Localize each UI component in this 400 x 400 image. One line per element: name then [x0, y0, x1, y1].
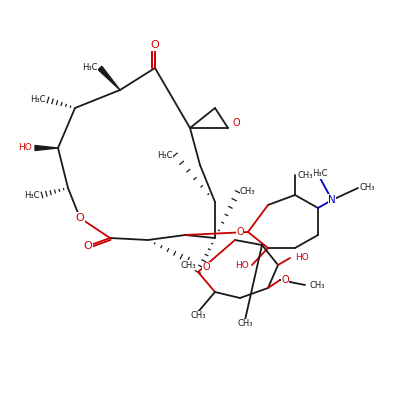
- Text: H₃C: H₃C: [30, 96, 46, 104]
- Text: H₃C: H₃C: [158, 150, 173, 160]
- Text: O: O: [84, 241, 92, 251]
- Text: O: O: [281, 275, 289, 285]
- Text: O: O: [76, 213, 84, 223]
- Text: CH₃: CH₃: [298, 170, 314, 180]
- Text: H₃C: H₃C: [312, 170, 328, 178]
- Text: HO: HO: [18, 144, 32, 152]
- Text: CH₃: CH₃: [310, 280, 326, 290]
- Text: O: O: [232, 118, 240, 128]
- Polygon shape: [35, 146, 58, 150]
- Polygon shape: [98, 66, 120, 90]
- Text: O: O: [202, 262, 210, 272]
- Text: HO: HO: [295, 254, 309, 262]
- Text: CH₃: CH₃: [360, 184, 376, 192]
- Text: CH₃: CH₃: [190, 312, 206, 320]
- Text: H₃C: H₃C: [24, 190, 40, 200]
- Text: N: N: [328, 195, 336, 205]
- Text: CH₃: CH₃: [237, 320, 253, 328]
- Text: HO: HO: [235, 260, 249, 270]
- Text: H₃C: H₃C: [82, 64, 98, 72]
- Text: O: O: [236, 227, 244, 237]
- Text: O: O: [151, 40, 159, 50]
- Text: CH₃: CH₃: [180, 260, 196, 270]
- Text: CH₃: CH₃: [240, 188, 256, 196]
